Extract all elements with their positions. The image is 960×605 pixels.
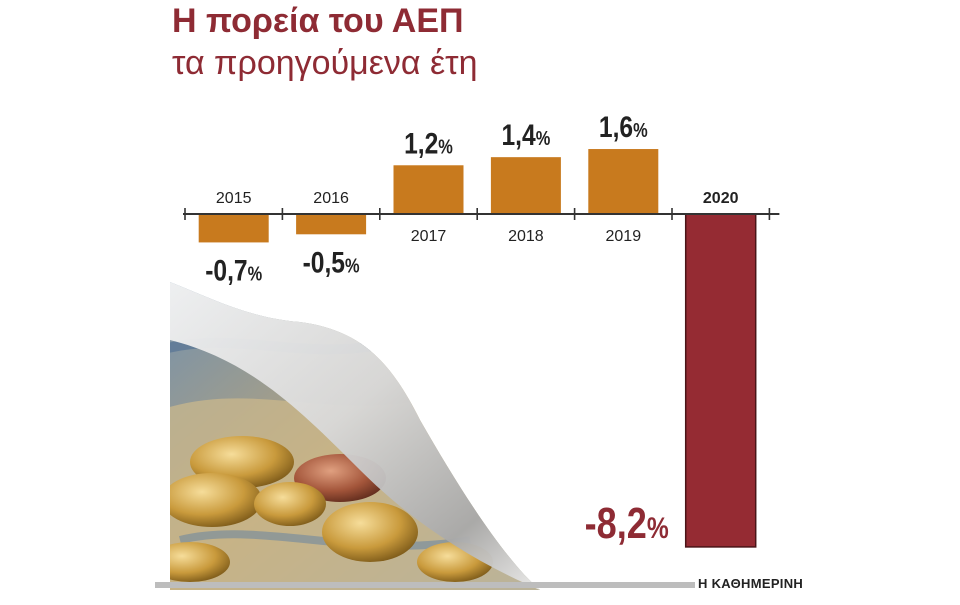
footer-rule xyxy=(155,582,695,588)
tick-label-2017: 2017 xyxy=(411,228,447,245)
chart-title: Η πορεία του ΑΕΠ xyxy=(172,2,464,40)
data-label-2017: 1,2% xyxy=(404,126,453,160)
chart-subtitle: τα προηγούμενα έτη xyxy=(172,44,478,82)
bar-2015 xyxy=(198,214,269,243)
data-label-2015: -0,7% xyxy=(205,253,262,287)
bar-2018 xyxy=(490,157,561,214)
tick-label-2019: 2019 xyxy=(606,228,642,245)
tick-label-2018: 2018 xyxy=(508,228,544,245)
tick-label-2020: 2020 xyxy=(703,190,739,207)
bar-2020 xyxy=(684,213,757,548)
bar-2017 xyxy=(393,165,464,214)
data-label-2019: 1,6% xyxy=(599,110,648,144)
data-label-2018: 1,4% xyxy=(502,118,551,152)
data-label-2020: -8,2% xyxy=(585,499,669,548)
tick-label-2016: 2016 xyxy=(313,190,349,207)
data-label-2016: -0,5% xyxy=(303,245,360,279)
bar-2019 xyxy=(588,149,659,214)
money-photo-illustration xyxy=(170,282,540,590)
tick-label-2015: 2015 xyxy=(216,190,252,207)
bar-2016 xyxy=(296,214,367,235)
source-credit: Η ΚΑΘΗΜΕΡΙΝΗ xyxy=(698,576,804,591)
